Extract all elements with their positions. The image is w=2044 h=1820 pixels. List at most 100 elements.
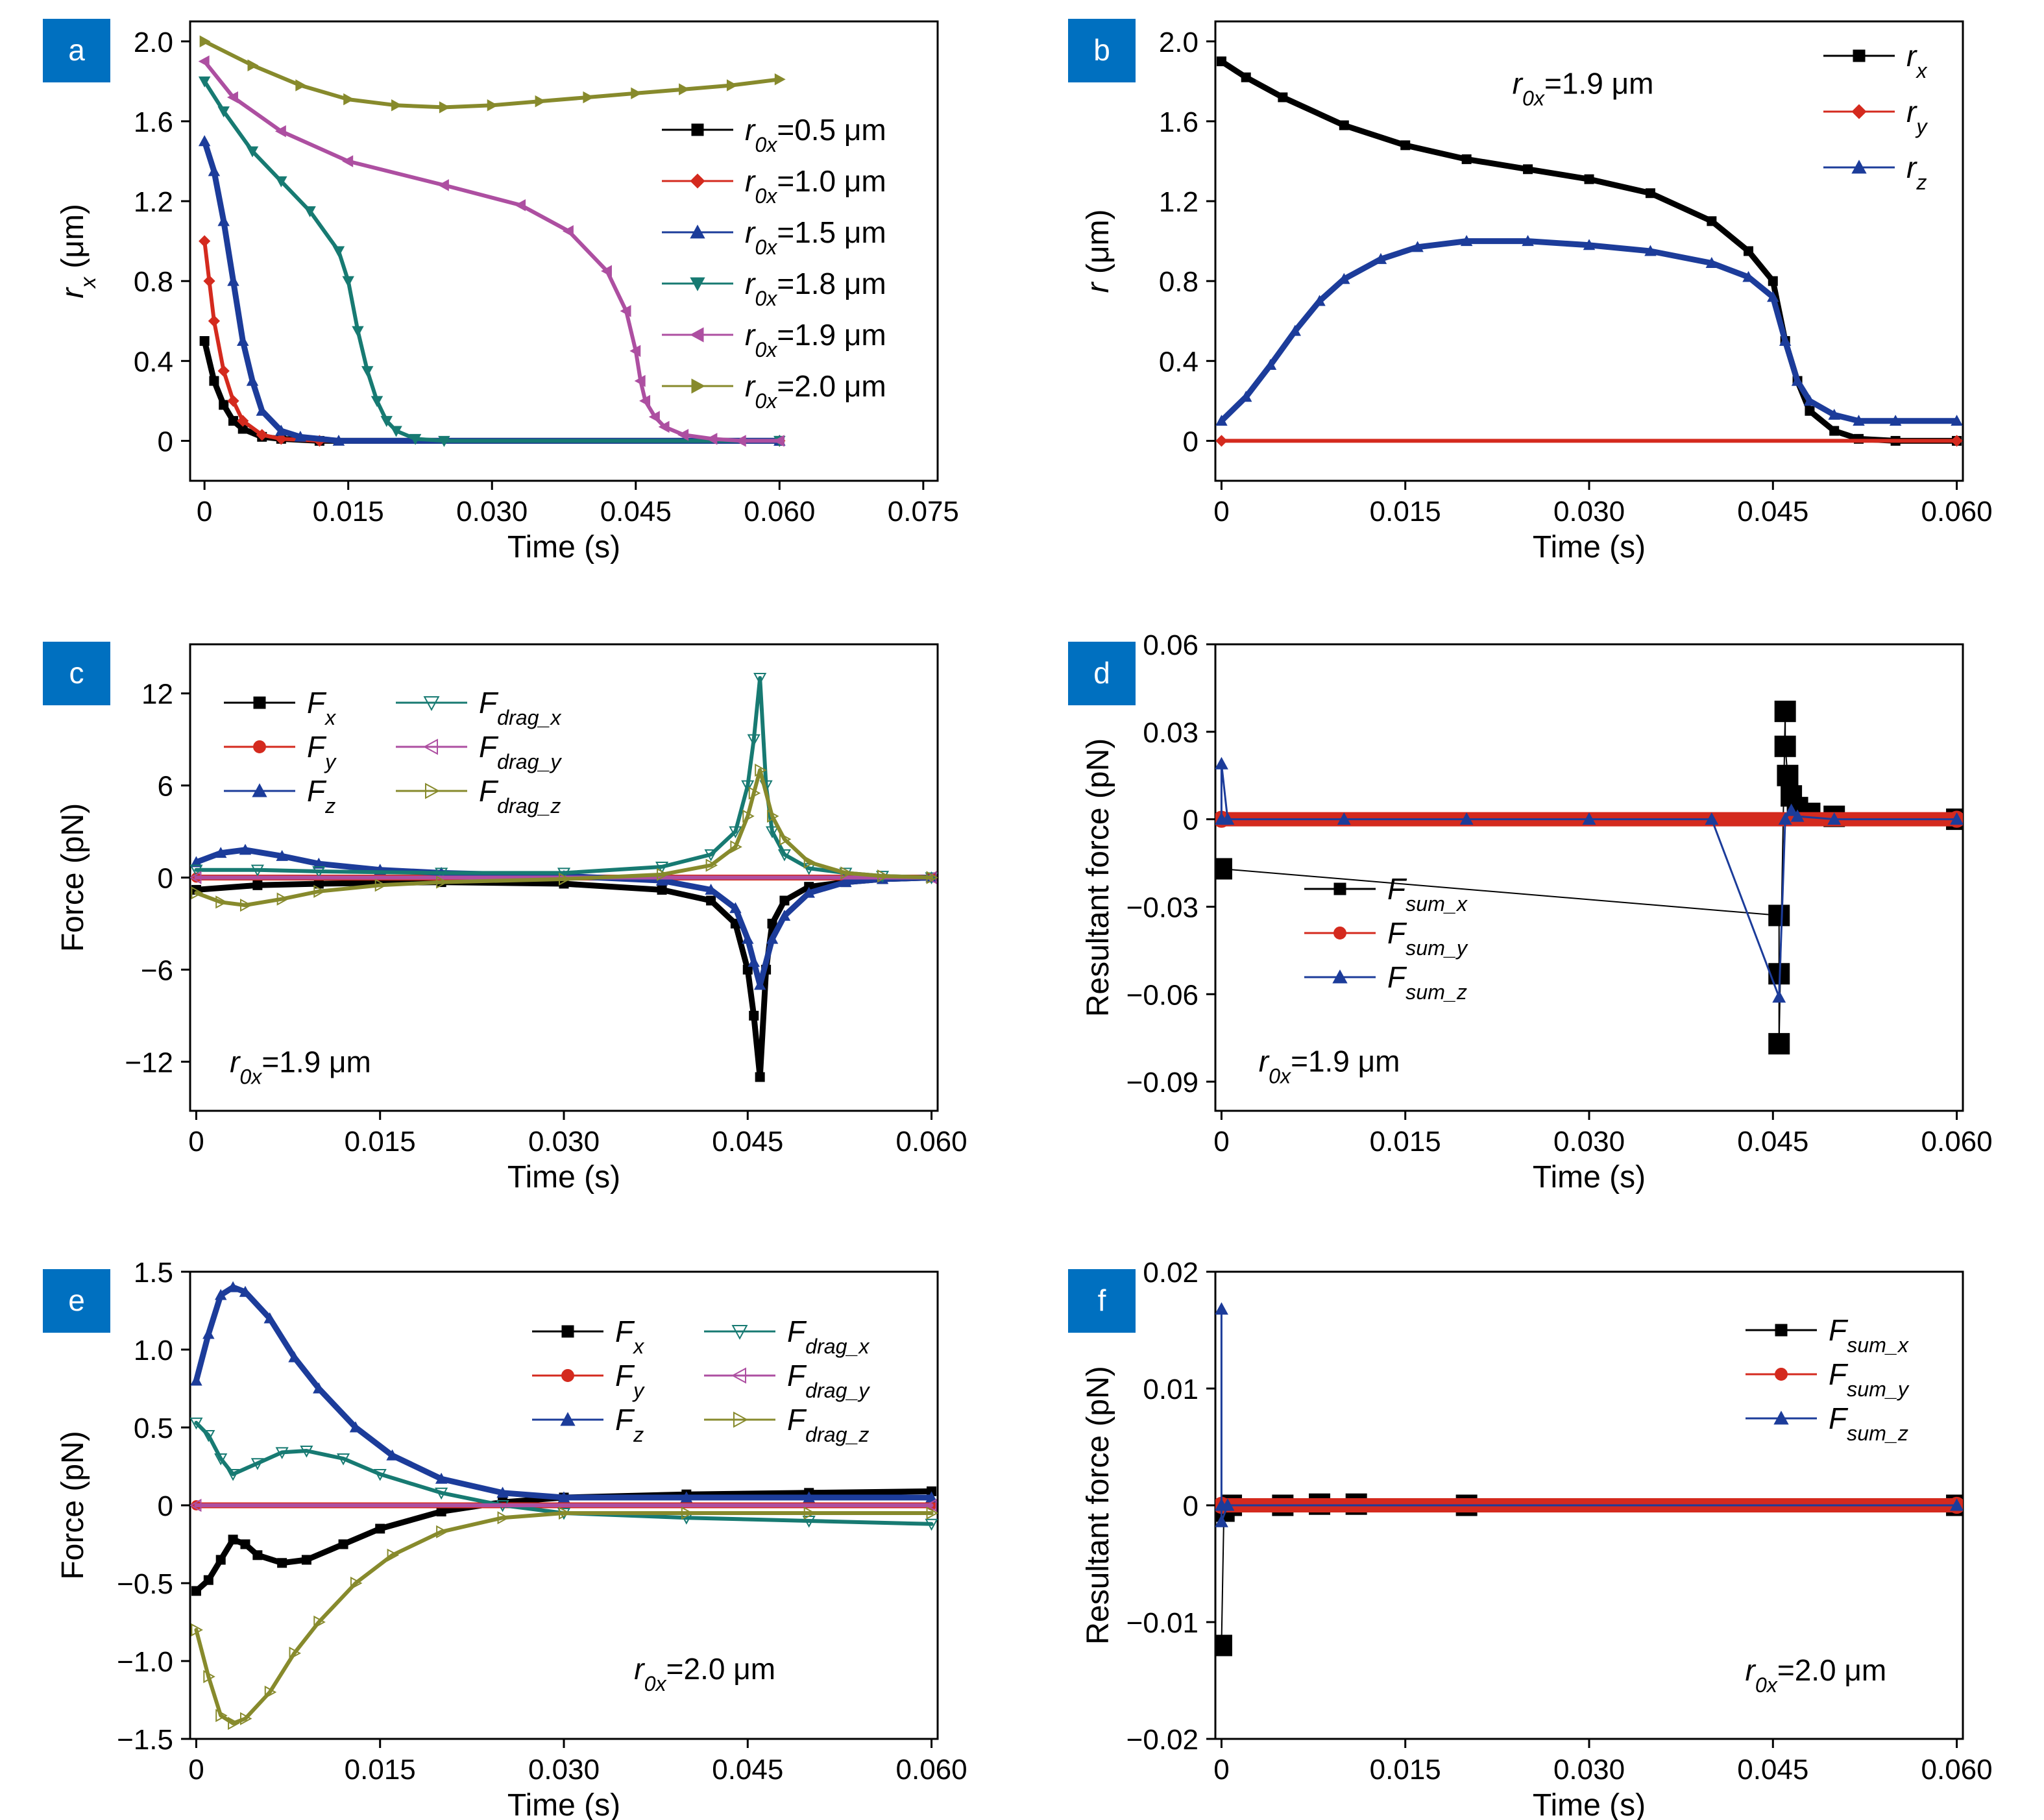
data-point-Fx <box>749 1010 759 1021</box>
x-tick-label: 0.045 <box>600 496 672 528</box>
data-point-Fz <box>803 1491 815 1503</box>
x-axis-label: Time (s) <box>1533 530 1646 564</box>
x-tick-label: 0.030 <box>528 1126 600 1158</box>
data-point-rz <box>1264 359 1277 370</box>
legend-marker <box>1851 104 1867 119</box>
data-point-Fdrag_x <box>729 826 742 839</box>
data-point-rx <box>1339 120 1349 130</box>
legend-item: Fy <box>532 1359 645 1402</box>
x-tick-label: 0.015 <box>345 1754 416 1786</box>
y-tick-label: −0.01 <box>1126 1607 1198 1639</box>
data-point-Fdrag_y <box>190 1498 202 1512</box>
data-point-Fdrag_x <box>777 849 792 862</box>
legend-marker <box>253 740 266 753</box>
legend-marker <box>425 783 440 799</box>
legend-label: Fz <box>615 1403 644 1446</box>
y-axis-label: Resultant force (pN) <box>1081 738 1115 1017</box>
legend-item: rz <box>1823 151 1927 194</box>
legend-label: r0x=2.0 μm <box>745 369 886 413</box>
legend-item: Fy <box>224 730 337 773</box>
panel-badge-label: f <box>1098 1283 1106 1317</box>
data-point-Fdrag_z <box>779 832 792 846</box>
x-tick-label: 0.060 <box>744 496 815 528</box>
y-tick-label: −0.09 <box>1126 1067 1198 1098</box>
data-point-rz <box>1791 374 1804 386</box>
y-tick-label: 1.6 <box>134 106 173 138</box>
plot-area <box>1215 700 1963 1055</box>
x-tick-label: 0 <box>188 1754 204 1786</box>
data-point-Fdrag_z <box>215 895 228 909</box>
data-point-rx <box>1216 56 1226 67</box>
data-point-r0x=1.9 μm <box>706 433 718 445</box>
data-point-Fdrag_x <box>655 861 669 874</box>
legend-marker <box>731 1325 748 1340</box>
data-point-Fsum_z <box>1772 990 1786 1003</box>
data-point-Fz <box>202 1328 215 1339</box>
data-point-Fsum_x <box>1777 764 1799 786</box>
panel-badge-label: e <box>68 1283 85 1317</box>
data-point-r0x=1.8 μm <box>390 426 402 437</box>
x-tick-label: 0.030 <box>456 496 528 528</box>
data-point-rz <box>1742 271 1755 282</box>
data-point-Fz <box>263 1312 276 1324</box>
data-point-Fdrag_x <box>925 1518 938 1531</box>
y-tick-label: 0.01 <box>1143 1374 1198 1405</box>
data-point-rx <box>1805 406 1815 416</box>
annotation: r0x=1.9 μm <box>230 1045 371 1088</box>
x-axis-label: Time (s) <box>507 1788 620 1820</box>
data-point-rz <box>1779 335 1792 346</box>
x-axis-label: Time (s) <box>507 530 620 564</box>
data-point-ry <box>1215 435 1228 447</box>
y-tick-label: 0.8 <box>1159 266 1198 298</box>
data-point-r0x=1.9 μm <box>515 199 526 212</box>
data-point-Fz <box>386 1449 398 1461</box>
data-point-Fdrag_z <box>203 1669 215 1684</box>
y-axis-label-group: Resultant force (pN) <box>1081 1366 1115 1645</box>
legend-label: Fsum_y <box>1829 1357 1910 1401</box>
data-point-r0x=1.5 μm <box>198 135 211 147</box>
data-point-r0x=2.0 μm <box>487 99 498 112</box>
data-point-Fdrag_z <box>191 886 203 900</box>
data-point-Fdrag_z <box>877 869 890 883</box>
data-point-r0x=1.9 μm <box>639 394 651 407</box>
data-point-r0x=1.0 μm <box>199 235 211 247</box>
data-point-Fsum_z <box>1784 803 1799 816</box>
legend-marker <box>1775 1324 1788 1337</box>
panel-badge <box>1068 1269 1136 1333</box>
annotation: r0x=1.9 μm <box>1259 1045 1400 1088</box>
data-point-Fdrag_z <box>926 871 938 884</box>
y-axis-label-group: Resultant force (pN) <box>1081 738 1115 1017</box>
data-point-Fdrag_x <box>753 673 767 685</box>
legend-item: Fdrag_y <box>704 1359 870 1402</box>
x-tick-label: 0.045 <box>1737 496 1808 528</box>
data-point-Fsum_z <box>1215 757 1228 770</box>
legend-label: Fsum_z <box>1387 960 1467 1004</box>
data-point-Fx <box>252 880 263 890</box>
y-tick-label: 6 <box>158 771 173 803</box>
data-point-rz <box>1338 273 1350 284</box>
x-tick-label: 0.030 <box>1553 1126 1625 1158</box>
data-point-r0x=0.5 μm <box>199 336 210 346</box>
data-point-Fdrag_x <box>435 1487 448 1500</box>
data-point-r0x=1.5 μm <box>217 215 230 226</box>
data-point-Fdrag_z <box>350 1576 363 1590</box>
legend-item: r0x=1.8 μm <box>662 267 886 310</box>
series-line-Fdrag_x <box>194 676 934 880</box>
legend-item: Fdrag_y <box>396 730 562 773</box>
data-point-r0x=1.8 μm <box>371 396 383 407</box>
data-point-r0x=1.9 μm <box>342 155 354 167</box>
data-point-Fdrag_x <box>747 734 760 747</box>
data-point-Fdrag_x <box>765 826 779 839</box>
data-point-Fdrag_z <box>387 1548 400 1562</box>
data-point-Fz <box>655 874 668 886</box>
y-tick-label: 0.4 <box>1159 346 1198 378</box>
data-point-Fdrag_z <box>748 786 761 800</box>
x-tick-label: 0.015 <box>1370 1126 1441 1158</box>
data-point-Fz <box>276 849 288 861</box>
data-point-Fdrag_z <box>239 1712 252 1725</box>
data-point-Fx <box>191 1586 201 1596</box>
plot-area <box>1215 1302 1963 1656</box>
y-tick-label: −0.06 <box>1126 979 1198 1011</box>
data-point-Fz <box>313 857 325 869</box>
